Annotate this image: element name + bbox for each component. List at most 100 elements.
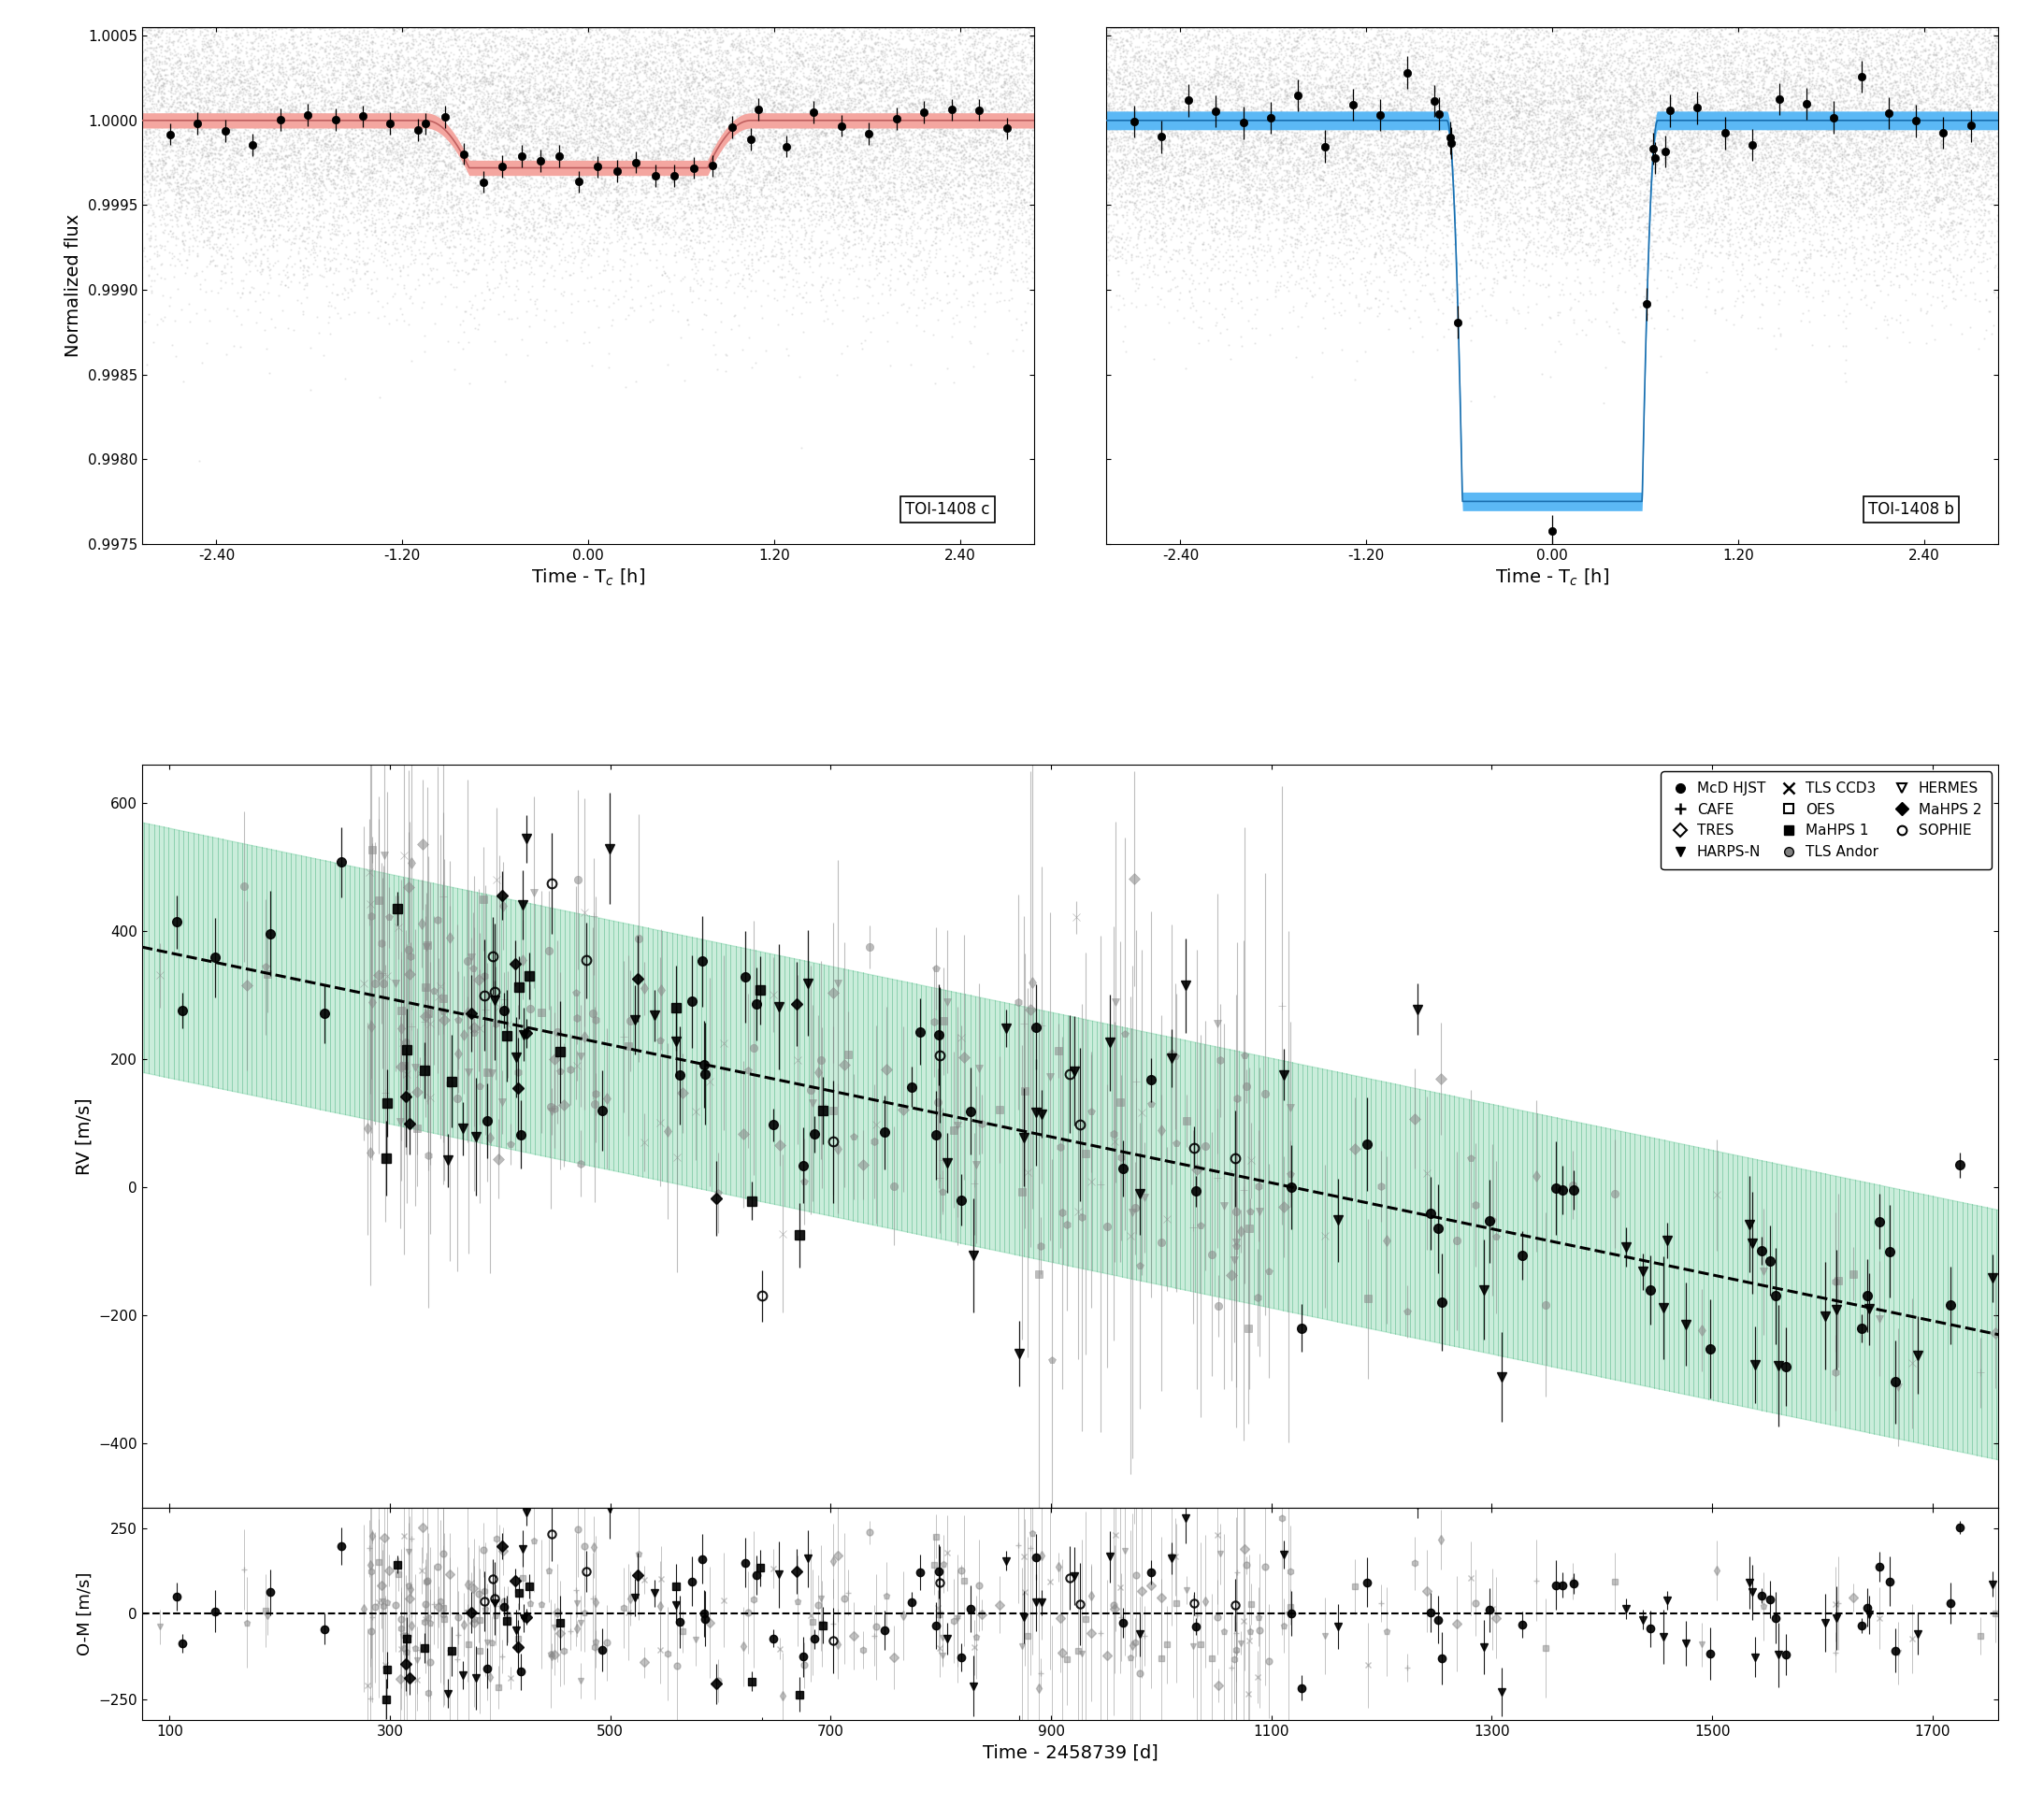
Point [1240,313,1272,342]
Point [1368,13,1400,42]
Point [1980,136,2013,166]
Point [241,129,274,158]
Point [223,195,256,224]
Point [503,44,536,73]
Point [1528,106,1560,135]
Point [994,233,1027,262]
Point [1552,107,1585,136]
Point [1643,35,1676,64]
Point [759,211,791,240]
Point [962,95,994,124]
Point [848,129,881,158]
Point [1301,146,1333,175]
Point [1485,222,1518,251]
Point [1972,144,2005,173]
Point [1960,66,1992,95]
Point [546,44,578,73]
Point [491,106,523,135]
Point [278,27,310,56]
Point [475,246,507,275]
Point [1219,66,1252,95]
Point [688,268,720,297]
Point [1816,55,1848,84]
Point [1556,136,1589,166]
Point [801,116,834,146]
Point [219,157,252,186]
Point [1331,224,1363,253]
Point [1581,113,1613,142]
Point [1834,73,1867,102]
Point [1303,147,1335,177]
Point [1136,109,1169,138]
Point [1806,44,1838,73]
Point [379,235,412,264]
Point [1556,115,1589,144]
Point [363,184,396,213]
Point [1859,109,1891,138]
Point [712,71,745,100]
Point [773,195,806,224]
Point [1256,78,1288,107]
Point [1893,96,1926,126]
Point [1948,13,1980,42]
Point [1790,69,1822,98]
Point [1982,84,2015,113]
Point [651,140,684,169]
Point [386,129,418,158]
Point [1124,106,1157,135]
Point [1384,62,1416,91]
Point [430,158,463,187]
Point [317,202,349,231]
Point [459,191,491,220]
Point [1416,104,1449,133]
Point [799,120,832,149]
Point [1670,198,1702,228]
Point [1978,13,2011,42]
Point [1230,13,1262,42]
Point [1441,98,1473,127]
Point [666,107,698,136]
Point [956,288,988,317]
Point [564,157,597,186]
Point [1146,76,1179,106]
Point [1280,13,1313,42]
Point [1595,231,1627,260]
Point [1546,66,1579,95]
Point [769,13,801,42]
Point [745,122,777,151]
Point [341,82,373,111]
Point [1374,122,1406,151]
Point [1138,167,1171,197]
Point [1359,111,1392,140]
Point [1335,268,1368,297]
Point [1923,78,1956,107]
Point [152,100,185,129]
Point [1627,60,1660,89]
Point [343,187,375,217]
Point [197,13,229,42]
Point [359,58,392,87]
Point [1479,204,1512,233]
Point [1938,122,1970,151]
Point [1384,106,1416,135]
Point [952,269,984,298]
Point [487,62,519,91]
Point [446,60,479,89]
Point [824,131,856,160]
Point [349,106,381,135]
Point [1664,13,1696,42]
Point [1763,13,1796,42]
Point [1656,87,1688,116]
Point [1341,13,1374,42]
Point [1479,146,1512,175]
Point [473,67,505,96]
Point [864,231,897,260]
Point [1875,82,1907,111]
Point [1749,86,1781,115]
Point [1106,55,1138,84]
Point [1102,233,1134,262]
Point [1633,102,1666,131]
Point [1668,98,1700,127]
Point [187,104,219,133]
Point [704,135,737,164]
